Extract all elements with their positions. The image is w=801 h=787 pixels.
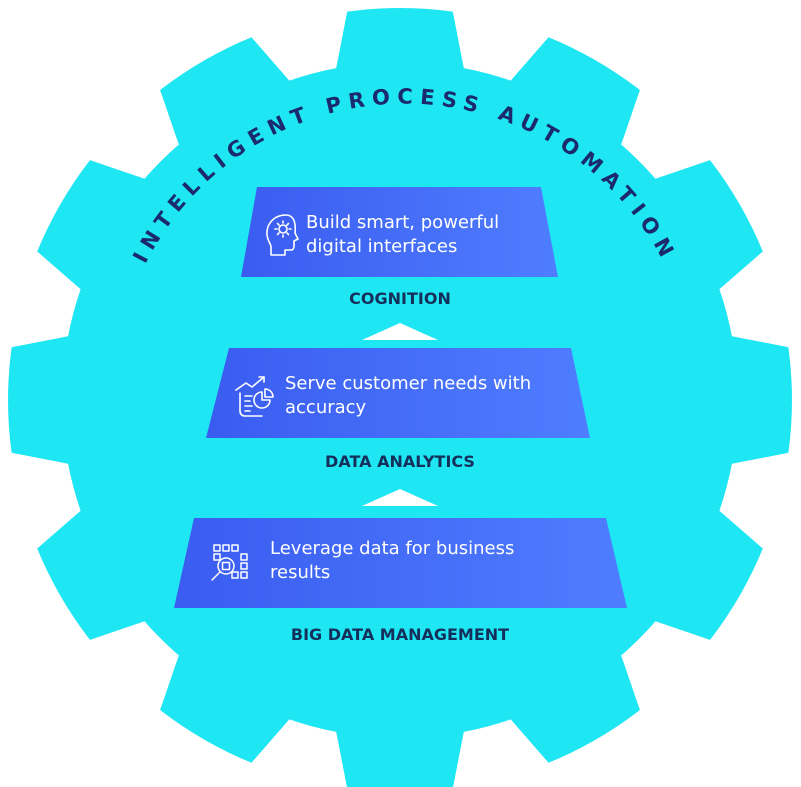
tier-panel [174,518,627,608]
tier-line-2: accuracy [285,397,367,418]
layer-label: COGNITION [349,289,451,308]
up-arrow [362,489,438,506]
tier-line-2: results [270,562,330,583]
tier-data-analytics: Serve customer needs with accuracy DATA … [206,348,590,471]
tier-line-1: Leverage data for business [270,538,514,559]
tier-line-2: digital interfaces [306,236,457,257]
tier-panel [241,187,558,277]
layer-label: DATA ANALYTICS [325,452,475,471]
tier-panel [206,348,590,438]
tier-big-data-management: Leverage data for business results BIG D… [174,518,627,644]
up-arrow [362,323,438,340]
tier-line-1: Build smart, powerful [306,212,499,233]
layer-label: BIG DATA MANAGEMENT [291,625,509,644]
tier-line-1: Serve customer needs with [285,373,531,394]
tier-cognition: Build smart, powerful digital interfaces… [241,187,558,308]
analytics-chart-icon [235,376,274,417]
head-gear-icon [266,214,299,256]
data-grid-search-icon [211,544,248,581]
